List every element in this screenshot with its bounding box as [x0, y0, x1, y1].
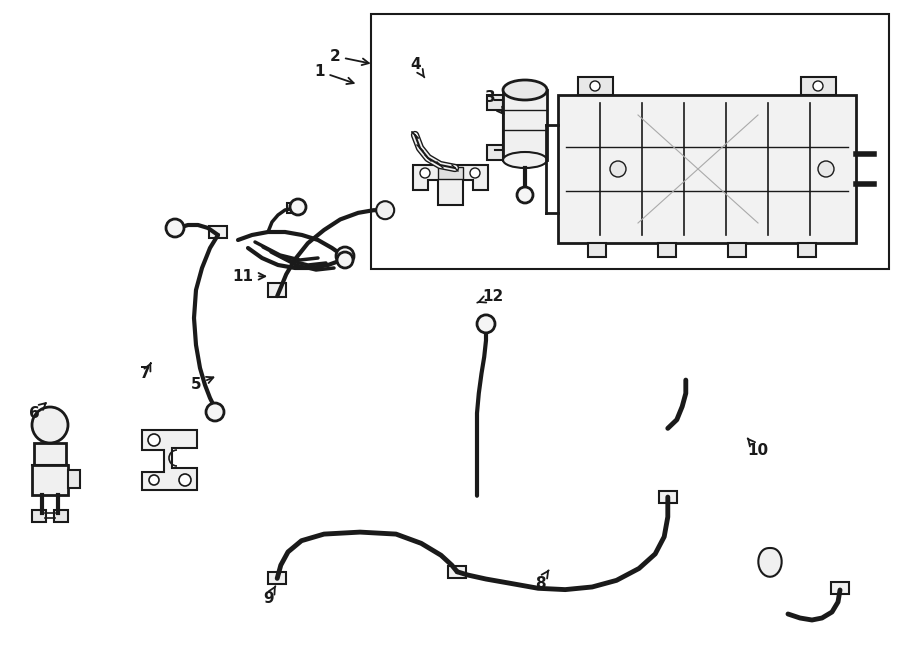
Text: 9: 9	[263, 586, 275, 606]
Bar	[68, 470, 80, 488]
Circle shape	[610, 161, 626, 177]
Text: 10: 10	[747, 438, 769, 458]
Circle shape	[470, 168, 480, 178]
Circle shape	[32, 407, 68, 443]
Text: 12: 12	[477, 289, 504, 303]
Circle shape	[148, 434, 160, 446]
Circle shape	[149, 475, 159, 485]
Circle shape	[590, 81, 600, 91]
Circle shape	[337, 252, 353, 268]
Bar	[831, 582, 849, 594]
Bar	[801, 77, 836, 95]
Text: 1: 1	[314, 64, 354, 84]
Text: 3: 3	[485, 91, 504, 114]
Circle shape	[376, 201, 394, 219]
Circle shape	[166, 219, 184, 237]
Circle shape	[179, 474, 191, 486]
Bar	[588, 243, 606, 257]
Bar	[578, 77, 613, 95]
Text: 6: 6	[29, 403, 46, 420]
Bar	[658, 243, 676, 257]
Circle shape	[477, 315, 495, 333]
Text: 2: 2	[329, 49, 369, 65]
Text: 11: 11	[232, 269, 266, 284]
Bar	[54, 510, 68, 522]
Circle shape	[336, 247, 354, 265]
Bar	[798, 243, 816, 257]
Ellipse shape	[503, 80, 547, 100]
Bar	[34, 443, 66, 465]
Text: 7: 7	[140, 363, 151, 381]
Bar	[448, 566, 466, 578]
Bar	[503, 90, 547, 160]
Bar	[558, 95, 856, 243]
Text: 4: 4	[410, 58, 425, 77]
Bar	[487, 145, 503, 160]
Circle shape	[206, 403, 224, 421]
Bar	[268, 572, 286, 584]
Bar	[371, 14, 889, 269]
Text: 5: 5	[191, 377, 213, 392]
Circle shape	[290, 199, 306, 215]
Bar	[209, 226, 227, 238]
Text: 8: 8	[535, 570, 549, 590]
Circle shape	[517, 187, 533, 203]
Polygon shape	[759, 548, 782, 577]
Circle shape	[813, 81, 823, 91]
Circle shape	[818, 161, 834, 177]
Polygon shape	[142, 430, 197, 490]
Ellipse shape	[503, 152, 547, 168]
Bar	[487, 95, 503, 110]
Bar	[32, 465, 68, 495]
Bar	[728, 243, 746, 257]
Circle shape	[420, 168, 430, 178]
Bar	[438, 167, 463, 179]
Bar	[659, 491, 677, 503]
Bar	[287, 203, 303, 213]
Bar	[268, 283, 286, 297]
Polygon shape	[413, 165, 488, 205]
Bar	[32, 510, 46, 522]
